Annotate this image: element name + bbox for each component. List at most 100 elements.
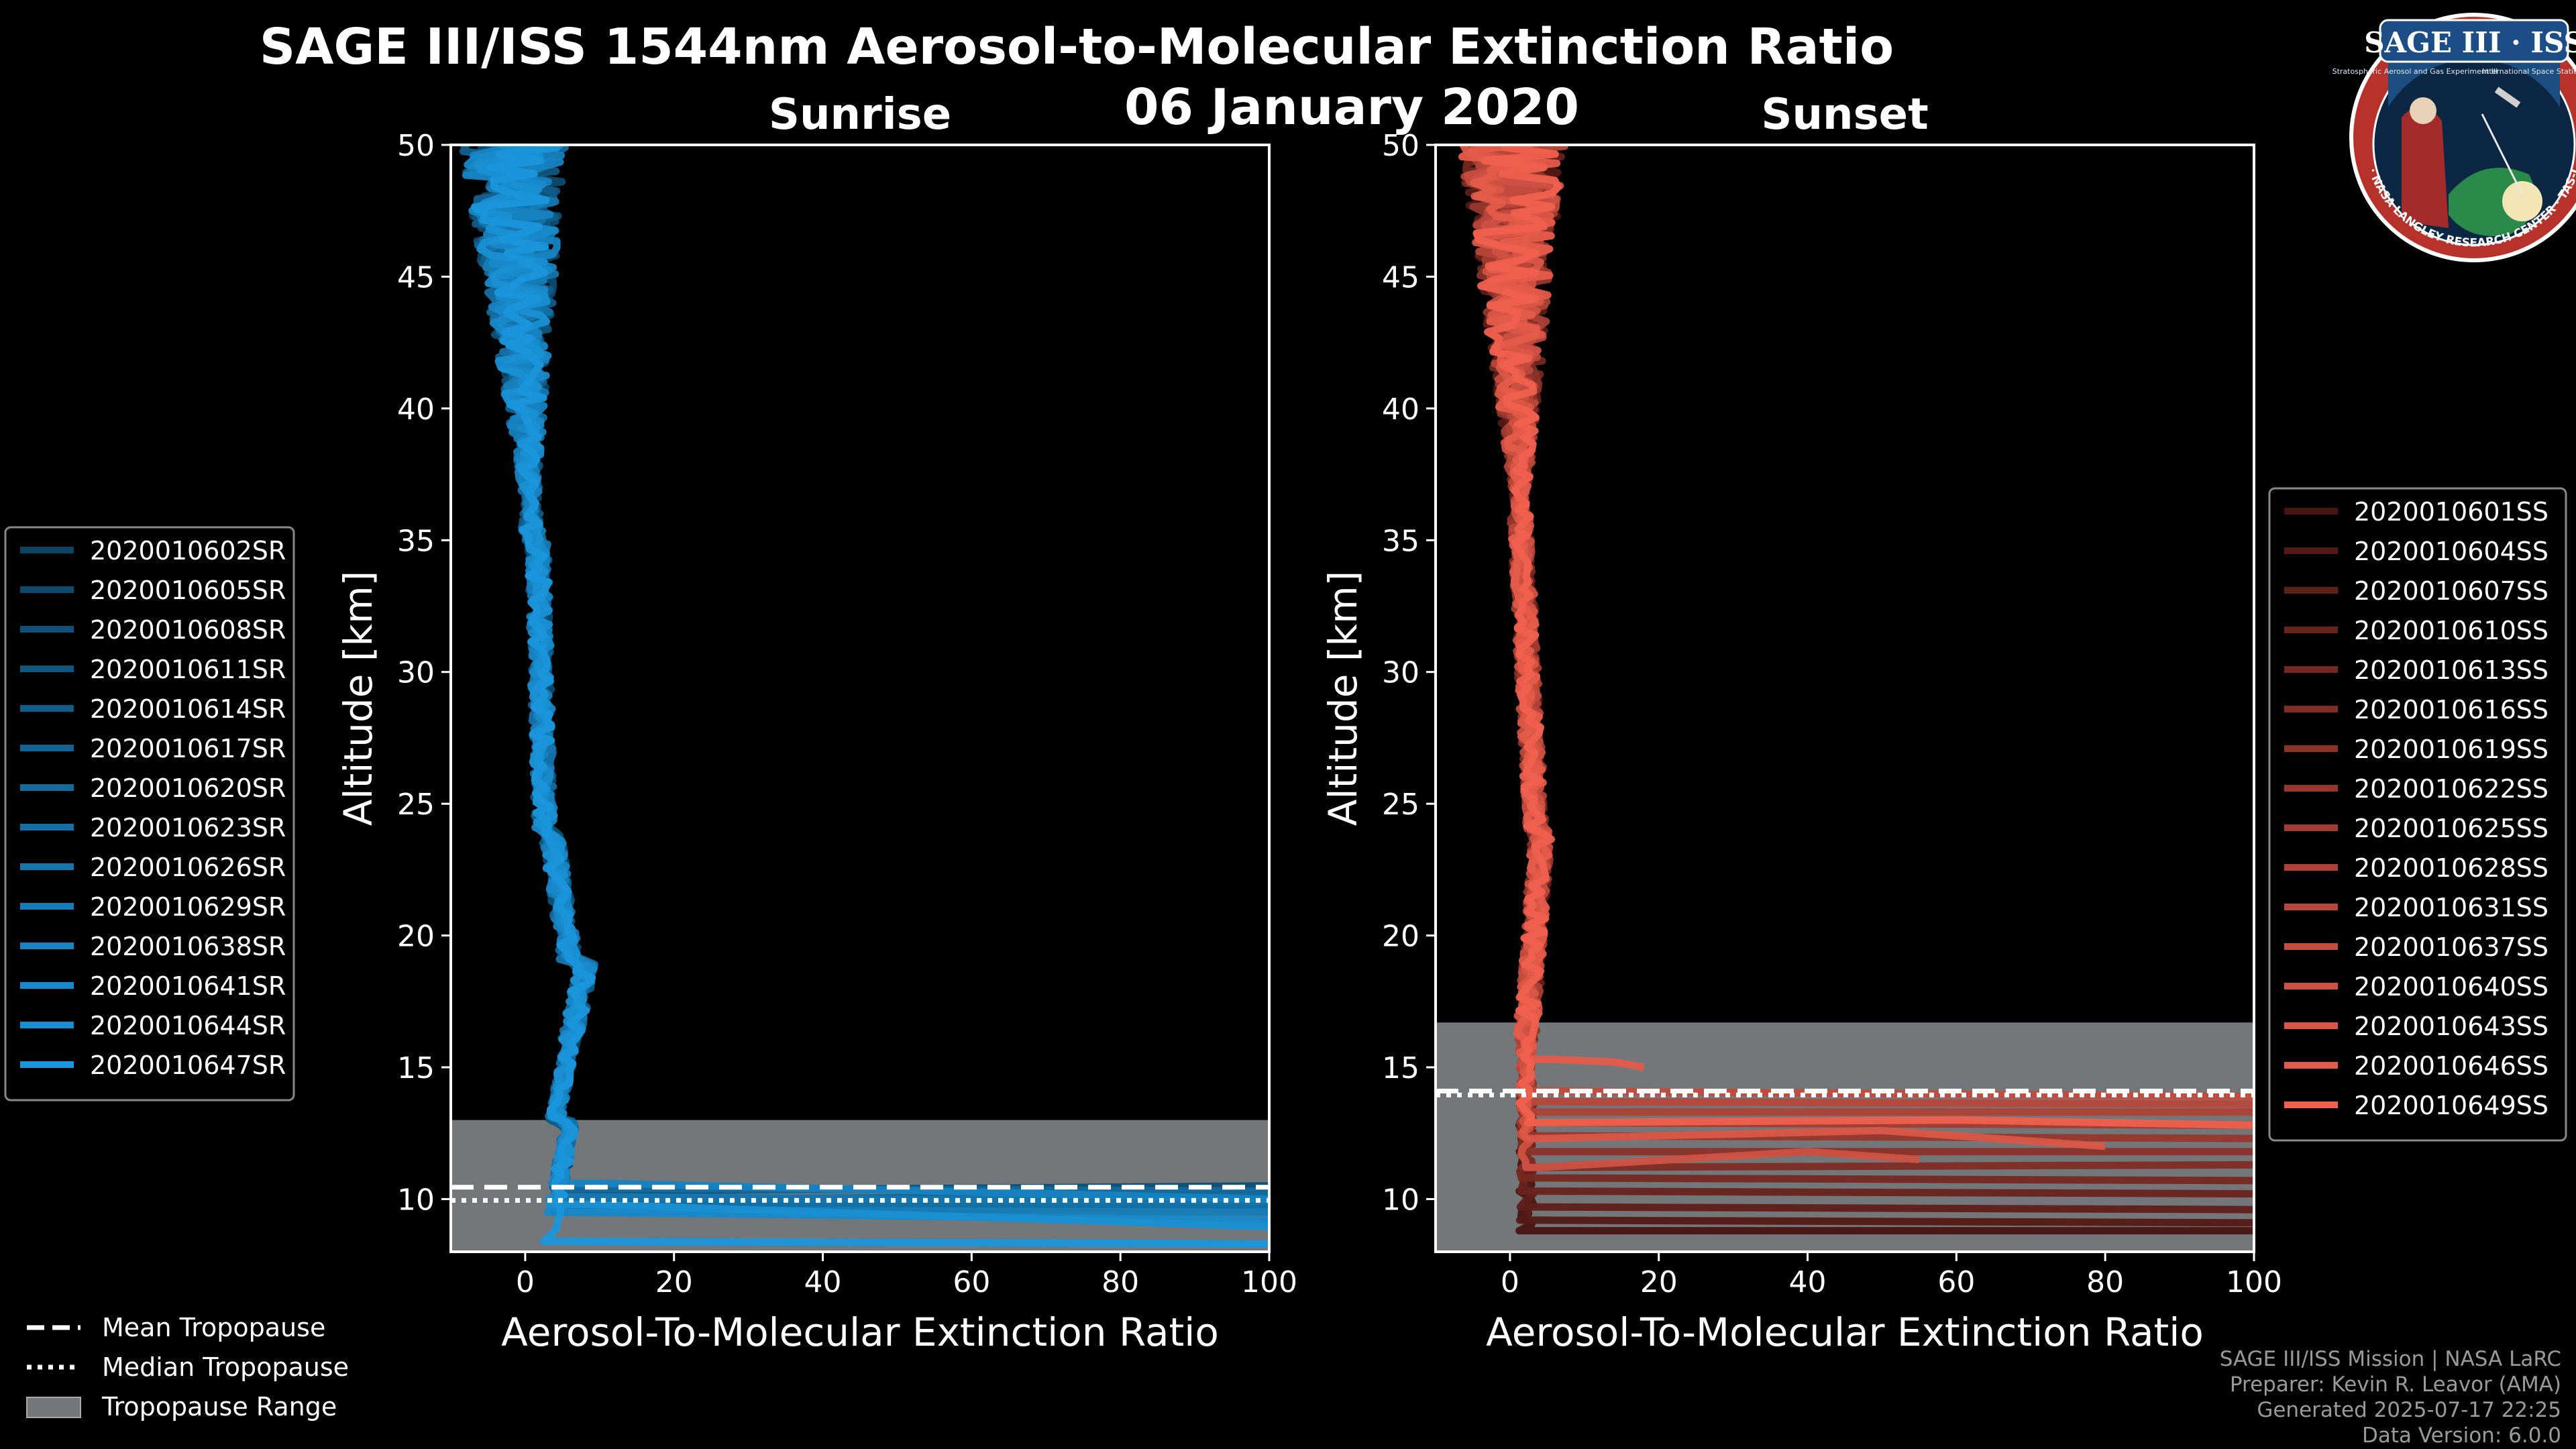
legend-entry: 2020010638SR xyxy=(90,932,286,961)
logo-banner xyxy=(2379,19,2569,63)
legend-entry: 2020010614SR xyxy=(90,694,286,724)
y-tick-label: 15 xyxy=(1382,1051,1419,1085)
median-tropopause-label: Median Tropopause xyxy=(102,1352,349,1382)
legend-entry: 2020010619SS xyxy=(2354,735,2548,764)
y-axis-label: Altitude [km] xyxy=(1320,571,1366,826)
y-tick-label: 20 xyxy=(397,920,435,954)
legend-entry: 2020010608SR xyxy=(90,615,286,645)
x-tick-label: 60 xyxy=(1937,1265,1975,1299)
y-tick-label: 10 xyxy=(1382,1183,1419,1217)
credit-version: Data Version: 6.0.0 xyxy=(2362,1424,2561,1448)
logo-subtitle-left: Stratospheric Aerosol and Gas Experiment… xyxy=(2332,67,2498,76)
x-tick-label: 20 xyxy=(655,1265,693,1299)
legend-entry: 2020010611SR xyxy=(90,655,286,684)
legend-entry: 2020010620SR xyxy=(90,773,286,803)
tropopause-range-swatch xyxy=(26,1397,81,1418)
y-tick-label: 50 xyxy=(1382,129,1419,163)
mean-tropopause-label: Mean Tropopause xyxy=(102,1313,325,1342)
legend-entry: 2020010607SS xyxy=(2354,576,2548,606)
y-tick-label: 30 xyxy=(397,656,435,690)
y-tick-label: 20 xyxy=(1382,920,1419,954)
logo-iss-icon xyxy=(2494,87,2521,108)
x-tick-label: 0 xyxy=(516,1265,535,1299)
chart-title: SAGE III/ISS 1544nm Aerosol-to-Molecular… xyxy=(260,18,1894,76)
logo-ray-icon xyxy=(2481,113,2524,195)
legend-entry: 2020010617SR xyxy=(90,734,286,763)
logo-figure-head-icon xyxy=(2410,97,2436,124)
logo-title: SAGE III · ISS xyxy=(2364,26,2576,59)
x-tick-label: 20 xyxy=(1640,1265,1678,1299)
axes-frame xyxy=(449,144,1271,1253)
chart-date: 06 January 2020 xyxy=(1124,78,1579,136)
legend-entry: 2020010610SS xyxy=(2354,616,2548,645)
logo-sky xyxy=(2388,59,2560,107)
legend-entry: 2020010604SS xyxy=(2354,537,2548,566)
legend-entry: 2020010628SS xyxy=(2354,853,2548,883)
y-axis-label: Altitude [km] xyxy=(335,571,381,826)
profiles xyxy=(1458,145,2254,1235)
legend-box xyxy=(2268,487,2567,1142)
x-axis-label: Aerosol-To-Molecular Extinction Ratio xyxy=(501,1309,1219,1355)
legend-entry: 2020010646SS xyxy=(2354,1051,2548,1081)
legend-entry: 2020010623SR xyxy=(90,813,286,843)
sunrise-panel: 0 20 40 60 80 100 10 15 20 25 30 35 40 45 50 Sunrise Aer… xyxy=(335,90,1297,1355)
legend-entry: 2020010643SS xyxy=(2354,1012,2548,1041)
logo-subtitle-right: International Space Station xyxy=(2482,67,2576,76)
y-tick-label: 30 xyxy=(1382,656,1419,690)
axes-frame xyxy=(1434,144,2255,1253)
legend-entry: 2020010640SS xyxy=(2354,972,2548,1002)
sunrise-legend: 2020010602SR 2020010605SR 2020010608SR 2020… xyxy=(4,526,295,1102)
x-tick-label: 0 xyxy=(1501,1265,1519,1299)
credits: SAGE III/ISS Mission | NASA LaRC Prepare… xyxy=(2220,1347,2561,1448)
legend-box xyxy=(4,526,295,1102)
x-tick-label: 100 xyxy=(1241,1265,1297,1299)
legend-entry: 2020010622SS xyxy=(2354,774,2548,804)
logo-moon-icon xyxy=(2502,181,2542,221)
legend-entry: 2020010616SS xyxy=(2354,695,2548,724)
y-tick-label: 10 xyxy=(397,1183,435,1217)
legend-entry: 2020010637SS xyxy=(2354,932,2548,962)
logo-figure-icon xyxy=(2402,106,2449,228)
y-tick-label: 35 xyxy=(397,524,435,558)
y-tick-label: 40 xyxy=(1382,392,1419,427)
legend-entry: 2020010641SR xyxy=(90,971,286,1001)
legend-entry: 2020010647SR xyxy=(90,1051,286,1080)
y-tick-label: 50 xyxy=(397,129,435,163)
legend-entry: 2020010629SR xyxy=(90,892,286,922)
legend-entry: 2020010613SS xyxy=(2354,655,2548,685)
tropopause-legend: Mean Tropopause Median Tropopause Tropop… xyxy=(26,1313,349,1421)
credit-mission: SAGE III/ISS Mission | NASA LaRC xyxy=(2220,1347,2561,1371)
credit-generated: Generated 2025-07-17 22:25 xyxy=(2257,1398,2561,1422)
legend-entry: 2020010631SS xyxy=(2354,893,2548,922)
y-tick-label: 45 xyxy=(397,260,435,294)
sunset-legend: 2020010601SS 2020010604SS 2020010607SS 2020… xyxy=(2268,487,2567,1142)
y-tick-label: 35 xyxy=(1382,524,1419,558)
profiles xyxy=(459,145,1269,1248)
sunset-panel: 0 20 40 60 80 100 10 15 20 25 30 35 40 45 50 Sunset Aero… xyxy=(1320,90,2282,1355)
x-tick-label: 40 xyxy=(804,1265,842,1299)
x-tick-label: 80 xyxy=(2086,1265,2124,1299)
tropopause-range-label: Tropopause Range xyxy=(101,1392,337,1421)
legend-entry: 2020010649SS xyxy=(2354,1091,2548,1120)
profile-line-2020010647SR xyxy=(471,145,1269,1248)
x-tick-label: 100 xyxy=(2226,1265,2282,1299)
panel-subtitle: Sunrise xyxy=(769,90,951,140)
legend-entry: 2020010644SR xyxy=(90,1011,286,1040)
legend-entry: 2020010626SR xyxy=(90,853,286,882)
x-tick-label: 80 xyxy=(1102,1265,1139,1299)
y-tick-label: 15 xyxy=(397,1051,435,1085)
panel-subtitle: Sunset xyxy=(1761,90,1928,140)
y-tick-label: 25 xyxy=(397,788,435,822)
y-tick-label: 40 xyxy=(397,392,435,427)
credit-preparer: Preparer: Kevin R. Leavor (AMA) xyxy=(2230,1373,2561,1397)
x-tick-label: 40 xyxy=(1789,1265,1827,1299)
legend-entry: 2020010605SR xyxy=(90,576,286,605)
legend-entry: 2020010601SS xyxy=(2354,497,2548,527)
legend-entry: 2020010602SR xyxy=(90,536,286,566)
x-axis-label: Aerosol-To-Molecular Extinction Ratio xyxy=(1486,1309,2204,1355)
y-tick-label: 45 xyxy=(1382,260,1419,294)
x-tick-label: 60 xyxy=(953,1265,990,1299)
profile-line-2020010649SS xyxy=(1472,145,2254,1129)
y-tick-label: 25 xyxy=(1382,788,1419,822)
